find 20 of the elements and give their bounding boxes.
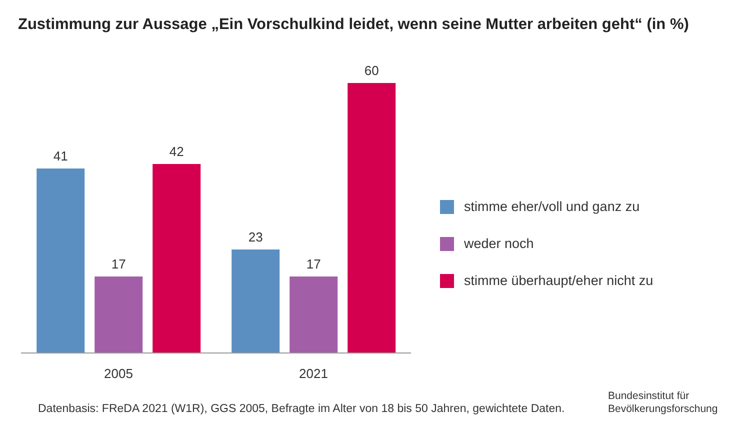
x-tick-label: 2005 (104, 366, 133, 382)
data-label: 42 (169, 144, 184, 159)
data-label: 17 (111, 256, 126, 272)
chart-title: Zustimmung zur Aussage „Ein Vorschulkind leidet, wenn seine Mutter arbeiten geht“ (in %) (18, 16, 689, 34)
bar (290, 276, 338, 353)
data-label: 17 (306, 256, 321, 272)
data-label: 60 (364, 63, 379, 78)
bar (348, 83, 396, 353)
data-label: 23 (248, 230, 263, 244)
bar (94, 276, 143, 353)
bar (152, 164, 201, 353)
legend-label: stimme überhaupt/eher nicht zu (464, 273, 654, 288)
text: Datenbasis: FReDA 2021 (W1R), GGS 2005, Befragte im Alter von 18 bis 50 Jahren, gewichtete Daten. (38, 403, 565, 415)
data-label: 41 (53, 148, 68, 164)
text: Bundesinstitut für Bevölkerungsforschung (608, 390, 719, 416)
x-tick-label: 2021 (299, 366, 328, 382)
legend-label: stimme eher/voll und ganz zu (464, 199, 640, 214)
bar (232, 250, 280, 353)
bar (36, 168, 85, 353)
legend-label: weder noch (464, 236, 534, 251)
